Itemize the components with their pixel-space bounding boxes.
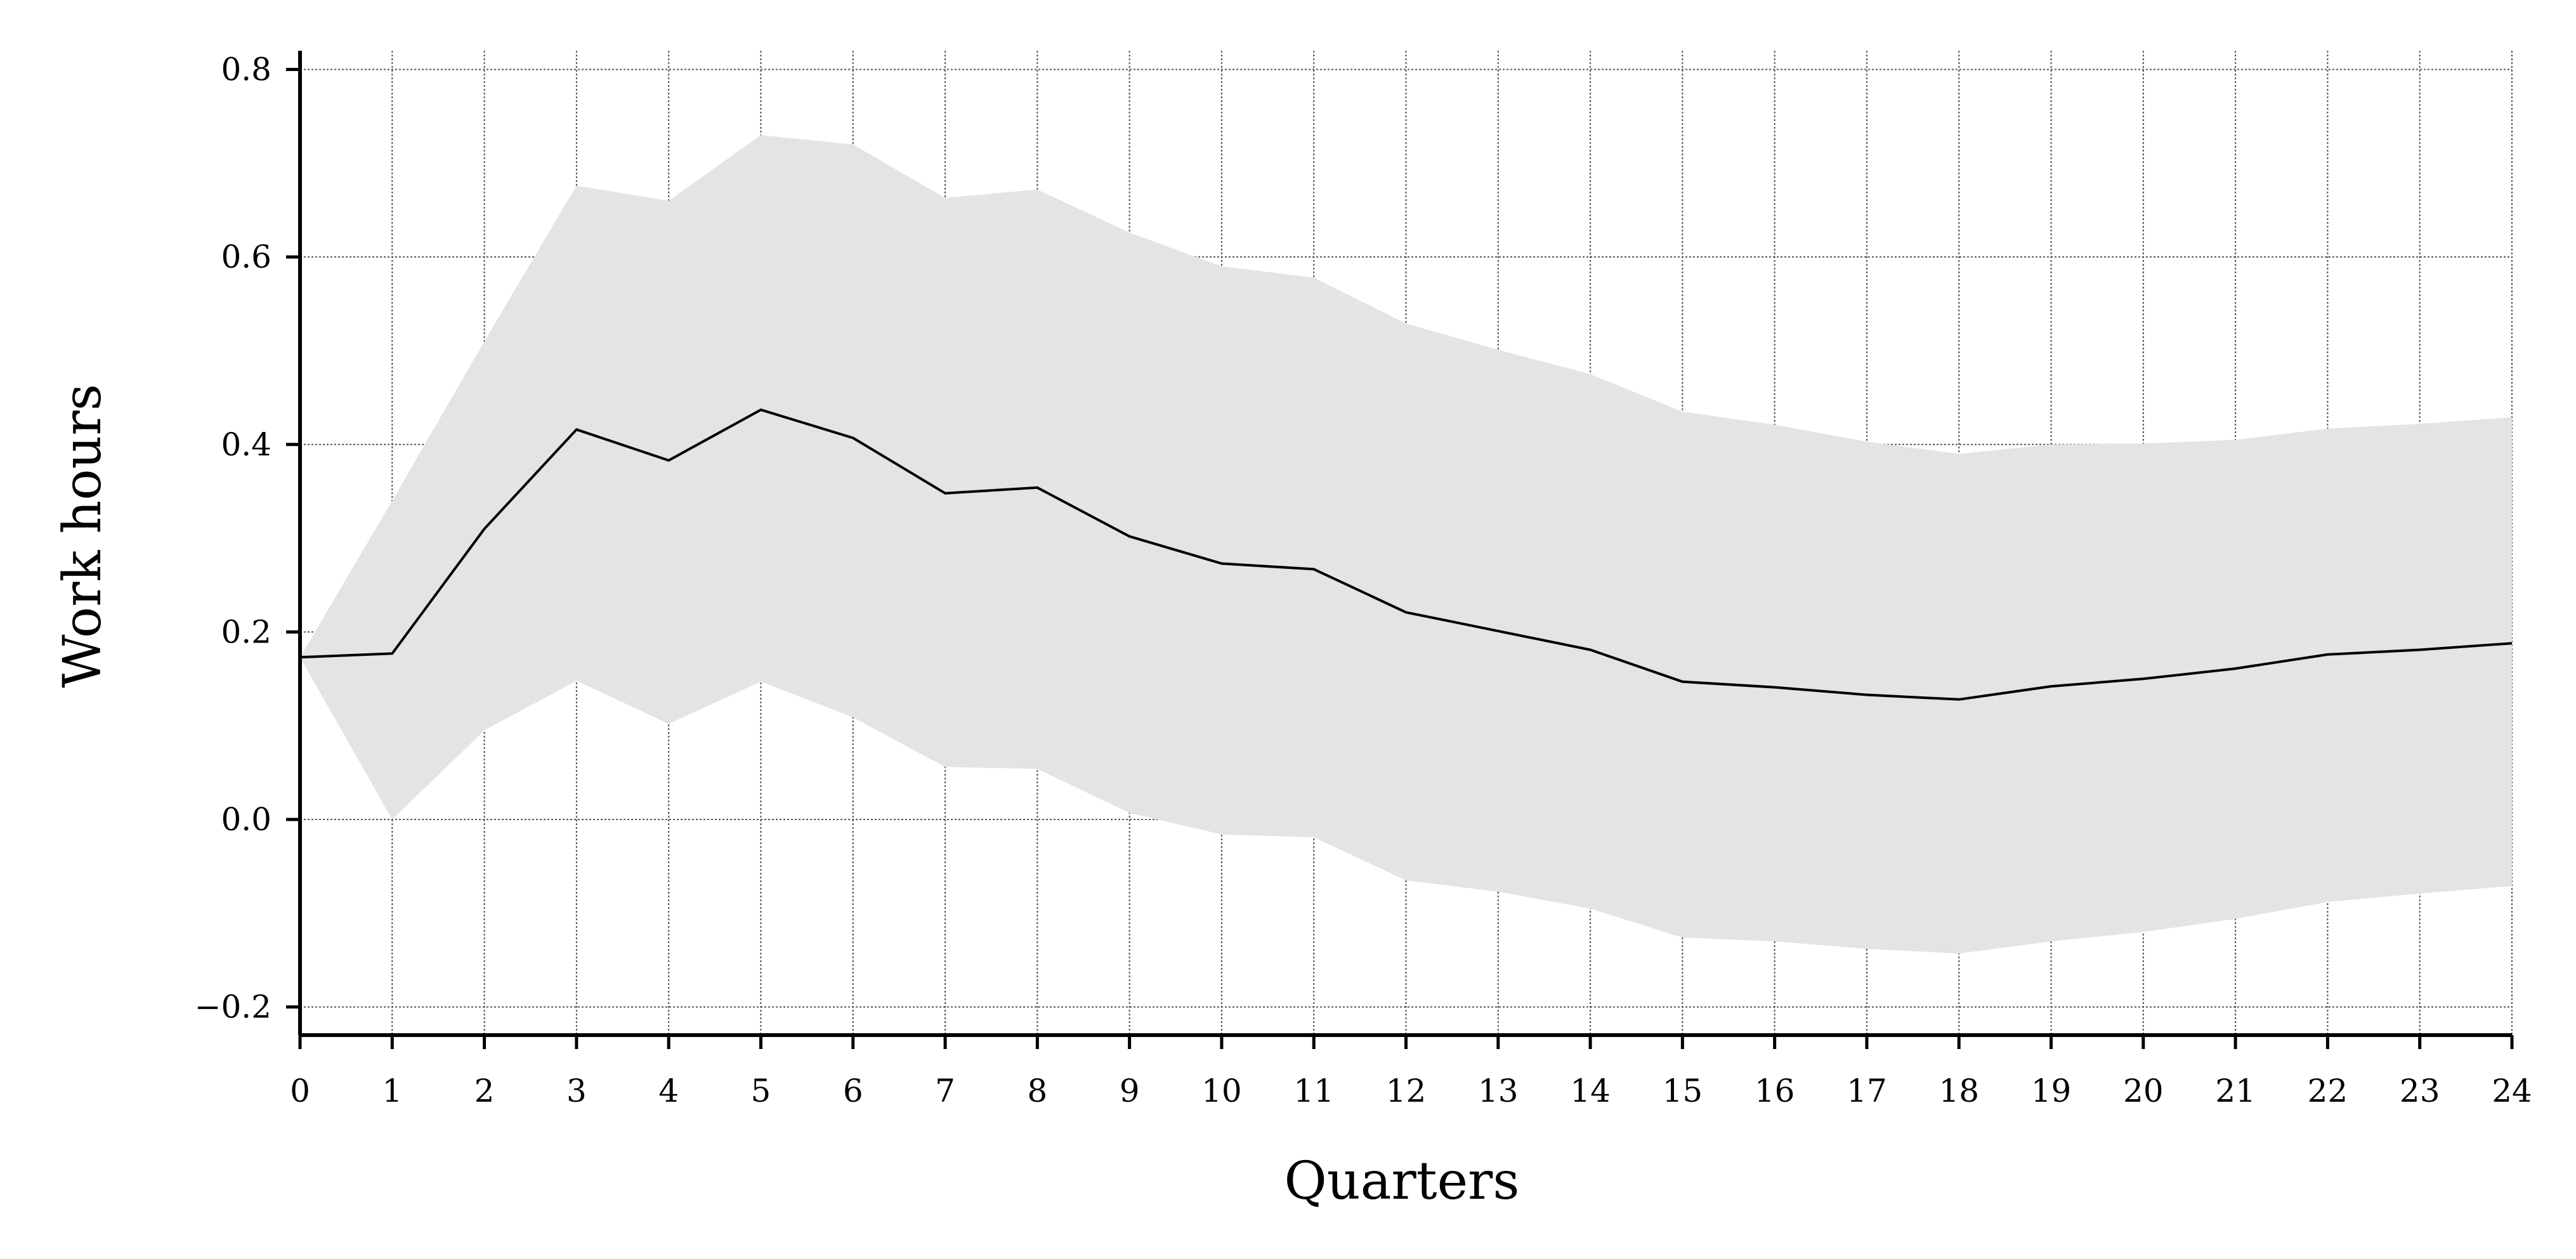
data-point	[1958, 699, 1959, 700]
x-tick-label: 7	[935, 1073, 955, 1109]
x-tick-label: 18	[1939, 1073, 1979, 1109]
x-tick-label: 0	[290, 1073, 310, 1109]
y-axis-title: Work hours	[53, 384, 113, 688]
x-tick-label: 8	[1027, 1073, 1047, 1109]
x-tick-label: 19	[2031, 1073, 2072, 1109]
x-axis-title: Quarters	[1285, 1151, 1520, 1211]
x-tick-label: 15	[1663, 1073, 1703, 1109]
data-point	[2235, 668, 2236, 669]
confidence-band	[300, 135, 2512, 954]
x-tick-label: 17	[1847, 1073, 1887, 1109]
data-point	[2419, 649, 2421, 651]
x-tick-label: 12	[1386, 1073, 1427, 1109]
y-tick-label: 0.8	[221, 51, 271, 88]
x-tick-label: 22	[2308, 1073, 2348, 1109]
x-tick-label: 4	[658, 1073, 679, 1109]
x-tick-label: 23	[2400, 1073, 2440, 1109]
y-tick-label: 0.6	[221, 238, 271, 275]
data-point	[1406, 611, 1407, 613]
data-point	[853, 437, 854, 438]
x-tick-label: 5	[751, 1073, 771, 1109]
data-point	[2051, 686, 2052, 687]
x-tick-label: 6	[843, 1073, 863, 1109]
data-point	[2327, 654, 2328, 655]
data-point	[391, 653, 393, 654]
y-axis-ticks: 0.8 0.6 0.4 0.2 0.0 −0.2	[195, 51, 300, 1026]
x-tick-label: 21	[2215, 1073, 2256, 1109]
series-line	[299, 408, 2513, 701]
x-tick-label: 9	[1120, 1073, 1140, 1109]
data-point	[1774, 687, 1775, 688]
x-axis-ticks: 0 1 2 3 4 5 6 7 8 9 10 11 12 13 14 15 16 17 18 19 20 21 22 23 24	[290, 1035, 2532, 1109]
data-point	[1036, 487, 1038, 488]
data-point	[1866, 694, 1867, 695]
x-tick-label: 1	[382, 1073, 402, 1109]
data-point	[760, 409, 761, 410]
x-tick-label: 24	[2492, 1073, 2532, 1109]
y-tick-label: 0.4	[221, 426, 271, 463]
x-tick-label: 16	[1755, 1073, 1795, 1109]
data-point	[668, 460, 669, 461]
y-tick-label: 0.0	[221, 801, 271, 838]
data-point	[1221, 563, 1222, 564]
x-tick-label: 3	[566, 1073, 587, 1109]
y-tick-label: 0.2	[221, 613, 271, 650]
data-point	[2511, 643, 2513, 644]
data-point	[1313, 568, 1314, 570]
x-tick-label: 2	[474, 1073, 495, 1109]
x-tick-label: 11	[1293, 1073, 1334, 1109]
data-point	[576, 429, 577, 430]
data-point	[484, 528, 485, 530]
x-tick-label: 14	[1570, 1073, 1611, 1109]
y-tick-label: −0.2	[195, 989, 271, 1026]
data-point	[1590, 649, 1591, 651]
x-tick-label: 10	[1201, 1073, 1242, 1109]
data-point	[945, 493, 946, 494]
data-point	[1129, 536, 1130, 537]
x-tick-label: 13	[1478, 1073, 1519, 1109]
data-point	[2143, 678, 2144, 679]
data-point	[1498, 630, 1499, 632]
x-tick-label: 20	[2123, 1073, 2164, 1109]
data-point	[1682, 681, 1683, 682]
